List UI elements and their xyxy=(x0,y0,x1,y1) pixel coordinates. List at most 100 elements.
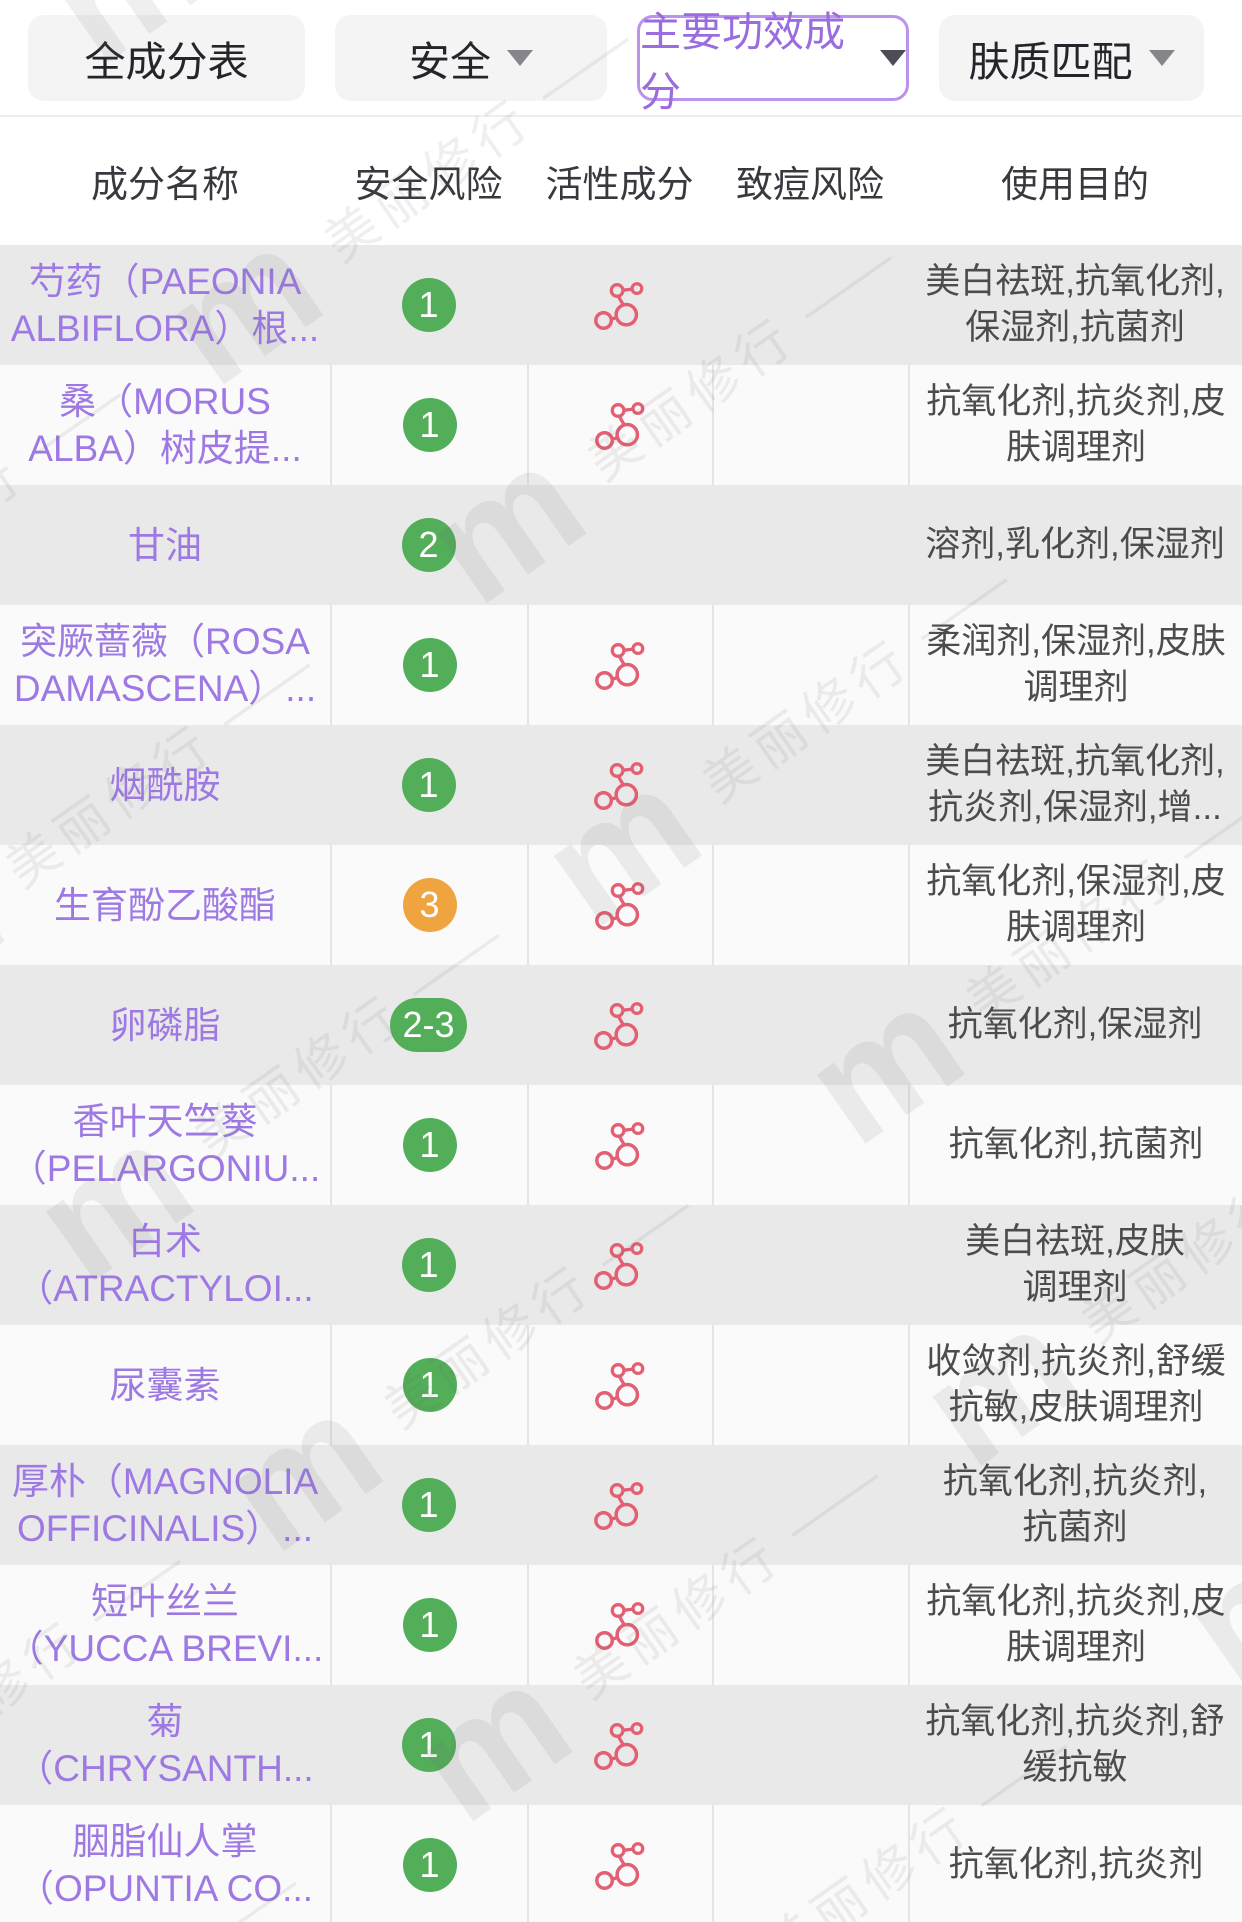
table-row[interactable]: 尿囊素 1 收敛剂,抗炎剂,舒缓 抗敏,皮肤调理剂 xyxy=(0,1325,1242,1445)
safety-risk-badge: 1 xyxy=(401,1478,456,1532)
active-ingredient-cell xyxy=(527,1445,712,1565)
safety-risk-badge: 1 xyxy=(402,638,457,692)
safety-risk-badge: 1 xyxy=(402,1118,457,1172)
acne-risk-cell xyxy=(712,1685,908,1805)
safety-risk-badge: 1 xyxy=(402,1838,457,1892)
usage-purpose: 抗氧化剂,抗炎剂,皮 肤调理剂 xyxy=(908,1565,1242,1685)
molecule-icon xyxy=(594,1362,644,1410)
table-row[interactable]: 甘油 2 溶剂,乳化剂,保湿剂 xyxy=(0,485,1242,605)
active-ingredient-cell xyxy=(527,1805,712,1922)
acne-risk-cell xyxy=(712,1205,908,1325)
safety-risk-cell: 1 xyxy=(330,1685,527,1805)
usage-purpose: 收敛剂,抗炎剂,舒缓 抗敏,皮肤调理剂 xyxy=(908,1325,1242,1445)
safety-risk-badge: 1 xyxy=(401,1238,456,1292)
molecule-icon xyxy=(594,1842,644,1890)
safety-risk-cell: 1 xyxy=(330,1085,527,1205)
usage-purpose: 溶剂,乳化剂,保湿剂 xyxy=(925,525,1225,564)
table-header-row: 成分名称 安全风险 活性成分 致痘风险 使用目的 xyxy=(0,117,1242,245)
safety-risk-badge: 2 xyxy=(401,518,456,572)
safety-risk-cell: 1 xyxy=(330,1565,527,1685)
ingredient-name: 芍药（PAEONIA ALBIFLORA）根... xyxy=(10,261,320,349)
molecule-icon xyxy=(594,642,644,690)
ingredient-name: 桑（MORUS ALBA）树皮提... xyxy=(28,381,302,469)
column-header: 成分名称 xyxy=(91,164,239,205)
ingredient-name: 胭脂仙人掌 （OPUNTIA CO... xyxy=(16,1821,314,1909)
molecule-icon xyxy=(593,1242,643,1290)
table-row[interactable]: 厚朴（MAGNOLIA OFFICINALIS）... 1 抗氧化剂,抗炎剂, … xyxy=(0,1445,1242,1565)
table-row[interactable]: 短叶丝兰 （YUCCA BREVI... 1 抗氧化剂,抗炎剂,皮 肤调理剂 xyxy=(0,1565,1242,1685)
tab-label: 安全 xyxy=(409,38,491,85)
usage-purpose: 美白祛斑,抗氧化剂, 保湿剂,抗菌剂 xyxy=(925,262,1225,347)
active-ingredient-cell xyxy=(527,1325,712,1445)
ingredient-name: 菊 （CHRYSANTH... xyxy=(16,1701,314,1789)
column-header: 活性成分 xyxy=(545,164,694,205)
molecule-icon xyxy=(594,882,644,930)
ingredient-name: 白术 （ATRACTYLOI... xyxy=(16,1221,314,1309)
acne-risk-cell xyxy=(712,1565,908,1685)
acne-risk-cell xyxy=(712,605,908,725)
usage-purpose: 抗氧化剂,抗炎剂,舒 缓抗敏 xyxy=(925,1702,1225,1787)
active-ingredient-cell xyxy=(527,1685,712,1805)
tab-label: 全成分表 xyxy=(84,38,249,85)
safety-risk-cell: 2 xyxy=(330,485,527,605)
safety-risk-badge: 1 xyxy=(402,398,457,452)
molecule-icon xyxy=(594,402,644,450)
tab-full-ingredient-list[interactable]: 全成分表 xyxy=(28,14,305,101)
molecule-icon xyxy=(594,1602,644,1650)
safety-risk-cell: 1 xyxy=(330,725,527,845)
safety-risk-badge: 3 xyxy=(402,878,457,932)
table-row[interactable]: 生育酚乙酸酯 3 抗氧化剂,保湿剂,皮 肤调理剂 xyxy=(0,845,1242,965)
acne-risk-cell xyxy=(712,485,908,605)
usage-purpose: 抗氧化剂,保湿剂 xyxy=(947,1005,1203,1044)
tab-label: 主要功效成分 xyxy=(640,8,845,115)
table-row[interactable]: 桑（MORUS ALBA）树皮提... 1 抗氧化剂,抗炎剂,皮 肤调理剂 xyxy=(0,365,1242,485)
ingredient-name: 甘油 xyxy=(128,524,202,566)
usage-purpose: 抗氧化剂,抗炎剂,皮 肤调理剂 xyxy=(908,365,1242,485)
tab-skin-type-match[interactable]: 肤质匹配 xyxy=(939,14,1204,101)
safety-risk-cell: 1 xyxy=(330,1325,527,1445)
safety-risk-cell: 1 xyxy=(330,1805,527,1922)
table-row[interactable]: 芍药（PAEONIA ALBIFLORA）根... 1 美白祛斑,抗氧化剂, 保… xyxy=(0,245,1242,365)
table-row[interactable]: 卵磷脂 2-3 抗氧化剂,保湿剂 xyxy=(0,965,1242,1085)
table-row[interactable]: 菊 （CHRYSANTH... 1 抗氧化剂,抗炎剂,舒 缓抗敏 xyxy=(0,1685,1242,1805)
acne-risk-cell xyxy=(712,1085,908,1205)
active-ingredient-cell xyxy=(527,1085,712,1205)
acne-risk-cell xyxy=(712,365,908,485)
ingredient-name: 短叶丝兰 （YUCCA BREVI... xyxy=(6,1581,324,1669)
usage-purpose: 抗氧化剂,保湿剂,皮 肤调理剂 xyxy=(908,845,1242,965)
usage-purpose: 柔润剂,保湿剂,皮肤 调理剂 xyxy=(908,605,1242,725)
ingredient-name: 生育酚乙酸酯 xyxy=(54,884,276,926)
ingredient-name: 卵磷脂 xyxy=(109,1004,221,1046)
active-ingredient-cell xyxy=(527,1205,712,1325)
safety-risk-badge: 1 xyxy=(402,1358,457,1412)
tab-safety[interactable]: 安全 xyxy=(335,14,607,101)
molecule-icon xyxy=(594,1122,644,1170)
acne-risk-cell xyxy=(712,845,908,965)
ingredient-table: 成分名称 安全风险 活性成分 致痘风险 使用目的 芍药（PAEONIA ALBIFLOR… xyxy=(0,117,1242,1922)
acne-risk-cell xyxy=(712,1325,908,1445)
table-row[interactable]: 白术 （ATRACTYLOI... 1 美白祛斑,皮肤 调理剂 xyxy=(0,1205,1242,1325)
column-header: 致痘风险 xyxy=(736,164,884,205)
acne-risk-cell xyxy=(712,1445,908,1565)
safety-risk-badge: 1 xyxy=(401,758,456,812)
safety-risk-cell: 1 xyxy=(330,605,527,725)
table-row[interactable]: 香叶天竺葵 （PELARGONIU... 1 抗氧化剂,抗菌剂 xyxy=(0,1085,1242,1205)
molecule-icon xyxy=(593,1482,643,1530)
acne-risk-cell xyxy=(712,245,908,365)
column-header: 安全风险 xyxy=(354,164,503,205)
safety-risk-badge: 1 xyxy=(402,1598,457,1652)
safety-risk-cell: 1 xyxy=(330,1445,527,1565)
table-row[interactable]: 烟酰胺 1 美白祛斑,抗氧化剂, 抗炎剂,保湿剂,增... xyxy=(0,725,1242,845)
table-row[interactable]: 突厥蔷薇（ROSA DAMASCENA）... 1 柔润剂,保湿剂,皮肤 调理剂 xyxy=(0,605,1242,725)
active-ingredient-cell xyxy=(527,965,712,1085)
tab-main-active-ingredients[interactable]: 主要功效成分 xyxy=(637,9,909,115)
active-ingredient-cell xyxy=(527,725,712,845)
safety-risk-cell: 2-3 xyxy=(330,965,527,1085)
tab-bar: 全成分表 安全 主要功效成分 肤质匹配 xyxy=(0,0,1242,117)
molecule-icon xyxy=(593,282,643,330)
ingredient-name: 厚朴（MAGNOLIA OFFICINALIS）... xyxy=(11,1461,319,1549)
usage-purpose: 美白祛斑,抗氧化剂, 抗炎剂,保湿剂,增... xyxy=(925,742,1225,827)
table-row[interactable]: 胭脂仙人掌 （OPUNTIA CO... 1 抗氧化剂,抗炎剂 xyxy=(0,1805,1242,1922)
ingredient-name: 烟酰胺 xyxy=(109,764,221,806)
